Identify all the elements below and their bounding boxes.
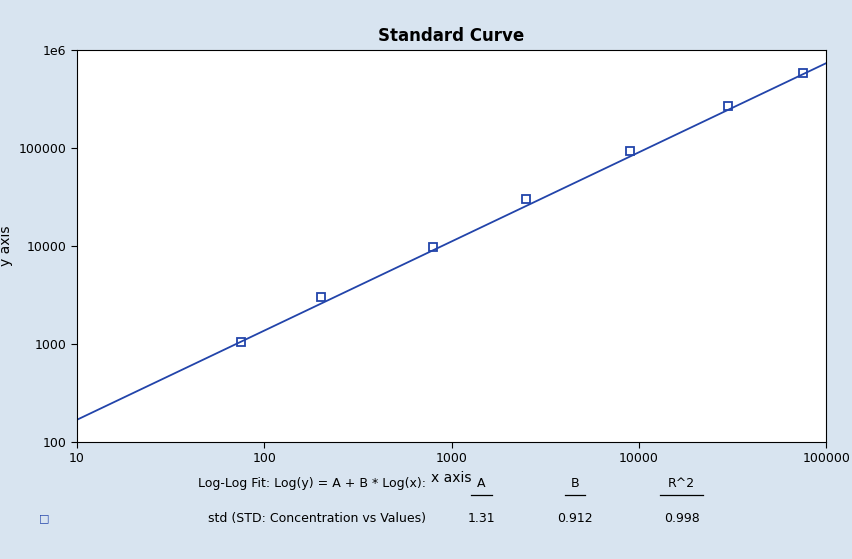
Text: □: □ xyxy=(39,514,49,524)
Text: A: A xyxy=(477,477,486,490)
Text: std (STD: Concentration vs Values): std (STD: Concentration vs Values) xyxy=(208,512,426,525)
Title: Standard Curve: Standard Curve xyxy=(378,27,525,45)
Text: B: B xyxy=(571,477,579,490)
Text: Log-Log Fit: Log(y) = A + B * Log(x):: Log-Log Fit: Log(y) = A + B * Log(x): xyxy=(198,477,426,490)
Text: 0.998: 0.998 xyxy=(664,512,699,525)
Y-axis label: y axis: y axis xyxy=(0,226,13,266)
Text: R^2: R^2 xyxy=(668,477,695,490)
Text: 0.912: 0.912 xyxy=(557,512,593,525)
X-axis label: x axis: x axis xyxy=(431,471,472,485)
Text: 1.31: 1.31 xyxy=(468,512,495,525)
